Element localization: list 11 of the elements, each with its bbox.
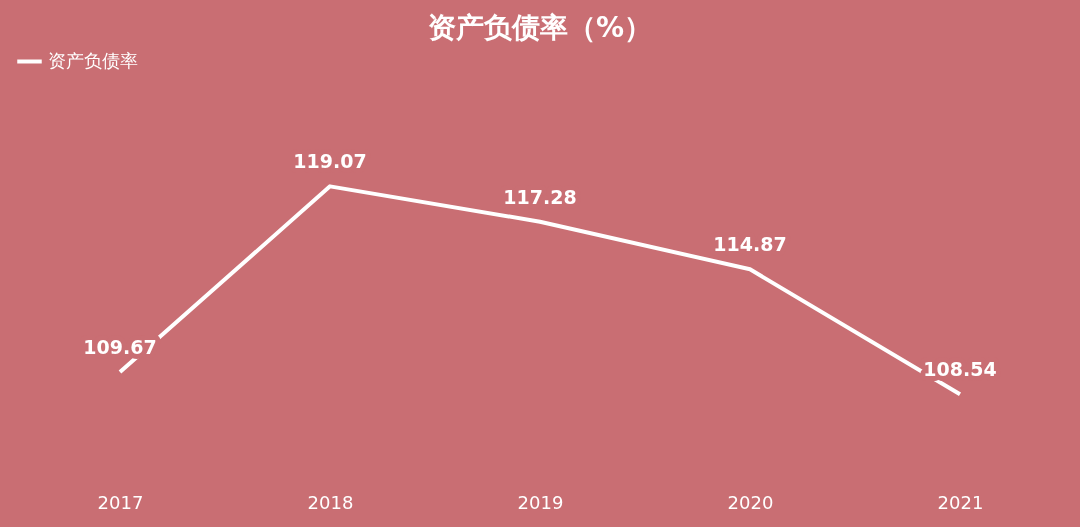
x-tick-label: 2020	[727, 491, 774, 513]
data-label: 108.54	[923, 358, 997, 381]
data-label: 117.28	[503, 185, 577, 208]
data-label: 119.07	[293, 150, 367, 173]
x-tick-label: 2019	[517, 491, 564, 513]
x-tick-label: 2018	[307, 491, 354, 513]
x-tick-label: 2017	[97, 491, 144, 513]
x-tick-label: 2021	[937, 491, 984, 513]
data-label: 114.87	[713, 233, 787, 256]
chart-title: 资产负债率（%）	[427, 11, 653, 44]
legend-label: 资产负债率	[48, 49, 138, 71]
